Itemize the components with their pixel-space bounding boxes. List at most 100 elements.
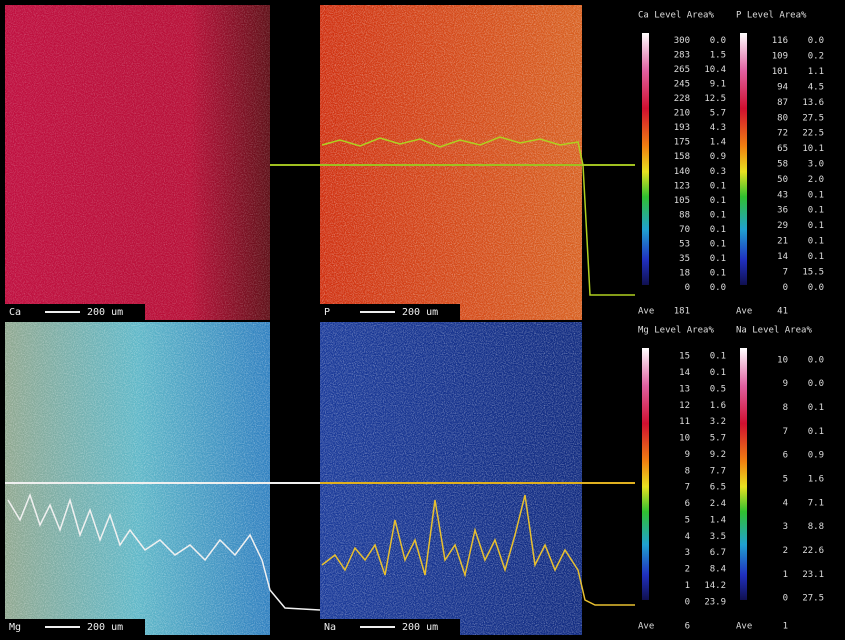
level-value: 0 xyxy=(783,594,788,604)
level-value: 7 xyxy=(685,483,690,493)
scale-label: 200 um xyxy=(87,307,123,318)
ave-value: 1 xyxy=(783,622,788,632)
area-value: 0.1 xyxy=(808,206,824,216)
ca-map-grain xyxy=(5,5,270,320)
area-value: 15.5 xyxy=(802,267,824,277)
area-value: 2.4 xyxy=(710,499,726,509)
level-value: 7 xyxy=(783,427,788,437)
area-value: 23.9 xyxy=(704,597,726,607)
level-value: 0 xyxy=(685,597,690,607)
screen: Ca200 umP200 umMg200 umNa200 um Ca Level… xyxy=(0,0,845,640)
area-value: 4.3 xyxy=(710,123,726,133)
level-value: 116 xyxy=(772,36,788,46)
area-value: 6.5 xyxy=(710,483,726,493)
level-value: 8 xyxy=(685,466,690,476)
level-value: 228 xyxy=(674,94,690,104)
ave-value: 181 xyxy=(674,307,690,317)
legend-header: P Level Area% xyxy=(736,11,807,21)
area-value: 27.5 xyxy=(802,113,824,123)
ave-label: Ave xyxy=(736,307,752,317)
ave-value: 6 xyxy=(685,622,690,632)
area-value: 13.6 xyxy=(802,98,824,108)
level-value: 265 xyxy=(674,65,690,75)
level-value: 9 xyxy=(685,450,690,460)
level-value: 4 xyxy=(685,532,690,542)
area-value: 0.1 xyxy=(808,403,824,413)
area-value: 0.9 xyxy=(808,451,824,461)
level-value: 0 xyxy=(685,283,690,293)
area-value: 0.1 xyxy=(710,368,726,378)
level-value: 210 xyxy=(674,109,690,119)
level-value: 29 xyxy=(777,221,788,231)
area-value: 0.9 xyxy=(710,152,726,162)
area-value: 1.6 xyxy=(710,401,726,411)
level-value: 14 xyxy=(679,368,690,378)
area-value: 0.1 xyxy=(710,352,726,362)
element-label: Na xyxy=(324,622,336,633)
level-value: 123 xyxy=(674,181,690,191)
area-value: 0.0 xyxy=(808,379,824,389)
level-value: 80 xyxy=(777,113,788,123)
level-value: 9 xyxy=(783,379,788,389)
area-value: 1.5 xyxy=(710,50,726,60)
level-value: 4 xyxy=(783,498,788,508)
area-value: 0.1 xyxy=(710,210,726,220)
area-value: 5.7 xyxy=(710,434,726,444)
level-value: 193 xyxy=(674,123,690,133)
area-value: 0.1 xyxy=(710,225,726,235)
scale-label: 200 um xyxy=(402,622,438,633)
color-bar xyxy=(740,348,747,600)
legend-header: Ca Level Area% xyxy=(638,11,714,21)
area-value: 1.4 xyxy=(710,515,726,525)
area-value: 1.6 xyxy=(808,475,824,485)
ave-value: 41 xyxy=(777,307,788,317)
area-value: 0.1 xyxy=(710,269,726,279)
mg-map-grain xyxy=(5,322,270,635)
area-value: 0.1 xyxy=(808,221,824,231)
level-value: 101 xyxy=(772,67,788,77)
level-value: 87 xyxy=(777,98,788,108)
level-value: 1 xyxy=(685,581,690,591)
level-value: 5 xyxy=(783,475,788,485)
area-value: 9.1 xyxy=(710,79,726,89)
level-value: 21 xyxy=(777,237,788,247)
level-value: 109 xyxy=(772,52,788,62)
area-value: 22.6 xyxy=(802,546,824,556)
area-value: 10.4 xyxy=(704,65,726,75)
area-value: 0.1 xyxy=(808,252,824,262)
element-label: Mg xyxy=(9,622,21,633)
area-value: 0.1 xyxy=(808,237,824,247)
area-value: 0.1 xyxy=(710,196,726,206)
level-value: 105 xyxy=(674,196,690,206)
level-value: 53 xyxy=(679,240,690,250)
area-value: 22.5 xyxy=(802,129,824,139)
scale-label: 200 um xyxy=(402,307,438,318)
area-value: 8.4 xyxy=(710,565,726,575)
level-value: 1 xyxy=(783,570,788,580)
ave-label: Ave xyxy=(736,622,752,632)
level-value: 6 xyxy=(783,451,788,461)
area-value: 27.5 xyxy=(802,594,824,604)
level-value: 6 xyxy=(685,499,690,509)
level-value: 65 xyxy=(777,144,788,154)
color-bar xyxy=(740,33,747,285)
level-value: 72 xyxy=(777,129,788,139)
area-value: 0.1 xyxy=(710,254,726,264)
area-value: 0.0 xyxy=(710,283,726,293)
na-map-grain xyxy=(320,322,582,635)
level-value: 2 xyxy=(783,546,788,556)
element-label: P xyxy=(324,307,330,318)
area-value: 0.1 xyxy=(710,240,726,250)
level-value: 36 xyxy=(777,206,788,216)
level-value: 18 xyxy=(679,269,690,279)
legend-header: Na Level Area% xyxy=(736,326,812,336)
area-value: 0.1 xyxy=(808,427,824,437)
level-value: 50 xyxy=(777,175,788,185)
level-value: 58 xyxy=(777,160,788,170)
area-value: 23.1 xyxy=(802,570,824,580)
area-value: 0.1 xyxy=(710,181,726,191)
area-value: 0.1 xyxy=(808,190,824,200)
level-value: 10 xyxy=(679,434,690,444)
scale-label: 200 um xyxy=(87,622,123,633)
ave-label: Ave xyxy=(638,307,654,317)
